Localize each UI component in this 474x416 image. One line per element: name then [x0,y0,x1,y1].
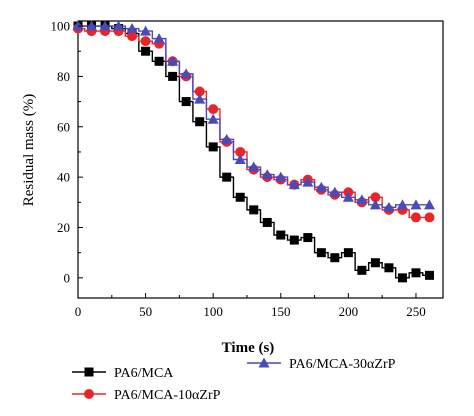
data-point [397,273,407,283]
data-point [194,93,206,104]
data-point [248,161,260,172]
data-point [208,104,219,115]
x-tick-label: 0 [75,304,82,319]
x-axis-title: Time (s) [222,340,275,356]
legend-label: PA6/MCA-10αZrP [114,388,221,403]
data-point [140,36,151,47]
data-point [207,113,219,124]
data-point [275,171,287,182]
data-point [356,194,368,205]
legend-item: PA6/MCA-10αZrP [72,388,221,403]
data-point [303,233,313,243]
series-3 [72,20,435,212]
series-1 [73,21,434,283]
data-point [330,253,340,263]
data-point [410,212,421,223]
legend-label: PA6/MCA-30αZrP [289,357,396,372]
data-point [99,20,111,31]
data-point [235,192,245,202]
data-point [249,205,259,215]
data-point [316,248,326,258]
data-point [329,186,341,197]
y-tick-label: 60 [57,119,70,134]
data-point [424,212,435,223]
data-point [370,192,381,203]
x-tick-label: 250 [406,304,426,319]
data-point [410,199,422,210]
legend-marker [84,389,94,399]
x-tick-label: 50 [139,304,152,319]
y-axis: 0 20 40 60 80 100 [51,19,83,285]
data-point [195,117,205,127]
y-axis-title: Residual mass (%) [21,94,37,206]
data-point [221,133,233,144]
data-point [289,235,299,245]
legend-marker [84,367,94,377]
data-point [141,46,151,56]
data-point [302,176,314,187]
data-point [383,201,395,212]
data-point [234,154,246,164]
data-point [127,31,138,42]
data-point [342,191,354,202]
legend: PA6/MCA PA6/MCA-10αZrP PA6/MCA-30αZrP [72,357,396,403]
data-point [369,199,381,210]
data-point [180,68,192,79]
x-tick-label: 200 [339,304,359,319]
data-point [167,55,179,66]
data-point [276,230,286,240]
x-tick-label: 150 [271,304,291,319]
data-point [222,172,232,182]
data-point [262,217,272,227]
data-point [113,20,125,31]
data-point [194,86,205,97]
data-point [424,270,434,280]
series-2 [73,23,435,223]
legend-item: PA6/MCA-30αZrP [247,357,396,372]
data-point [315,181,327,192]
data-point [168,71,178,81]
y-tick-label: 20 [57,220,70,235]
data-point [357,265,367,275]
data-point [208,142,218,152]
data-point [235,146,246,157]
data-point [153,33,165,44]
y-tick-label: 100 [51,19,71,34]
data-point [86,20,98,31]
data-point [140,25,152,36]
data-point [411,268,421,278]
series-line [78,25,430,209]
legend-marker [258,357,270,368]
y-tick-label: 0 [64,270,71,285]
series-line [78,27,430,219]
data-point [261,169,273,180]
plot-frame [77,20,444,299]
data-point [154,56,164,66]
legend-label: PA6/MCA [114,366,174,381]
series-line [78,25,430,279]
data-point [181,97,191,107]
data-point [126,23,138,34]
data-point [370,258,380,268]
data-point [288,179,300,190]
legend-item: PA6/MCA [72,366,174,381]
data-point [423,199,435,210]
data-point [343,248,353,258]
x-axis: 0 50 100 150 200 250 [75,293,426,319]
plot-area [72,20,444,299]
y-tick-label: 40 [57,170,70,185]
data-point [384,263,394,273]
data-point [396,199,408,210]
y-tick-label: 80 [57,69,70,84]
x-tick-label: 100 [203,304,223,319]
